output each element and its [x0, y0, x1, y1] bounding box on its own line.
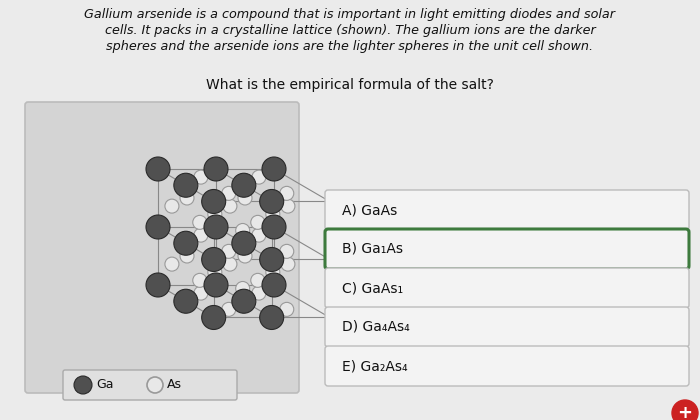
Circle shape — [202, 247, 225, 271]
Circle shape — [193, 215, 206, 229]
Circle shape — [194, 286, 208, 300]
Circle shape — [262, 157, 286, 181]
Text: Gallium arsenide is a compound that is important in light emitting diodes and so: Gallium arsenide is a compound that is i… — [85, 8, 615, 21]
Circle shape — [74, 376, 92, 394]
Circle shape — [266, 265, 280, 279]
Circle shape — [280, 244, 294, 258]
FancyBboxPatch shape — [325, 190, 689, 230]
Circle shape — [251, 215, 265, 229]
Text: What is the empirical formula of the salt?: What is the empirical formula of the sal… — [206, 78, 494, 92]
Text: Ga: Ga — [96, 378, 113, 391]
Text: As: As — [167, 378, 182, 391]
Circle shape — [252, 228, 266, 242]
Circle shape — [204, 273, 228, 297]
Circle shape — [281, 199, 295, 213]
Circle shape — [232, 231, 256, 255]
FancyBboxPatch shape — [325, 268, 689, 308]
Circle shape — [146, 157, 170, 181]
Circle shape — [280, 302, 294, 316]
Text: E) Ga₂As₄: E) Ga₂As₄ — [342, 359, 407, 373]
Circle shape — [202, 189, 225, 213]
Circle shape — [174, 289, 198, 313]
Circle shape — [262, 215, 286, 239]
Circle shape — [672, 400, 698, 420]
Circle shape — [281, 257, 295, 271]
Circle shape — [222, 302, 236, 316]
Circle shape — [236, 281, 250, 296]
Text: B) Ga₁As: B) Ga₁As — [342, 242, 403, 256]
Circle shape — [238, 249, 252, 263]
Text: C) GaAs₁: C) GaAs₁ — [342, 281, 403, 295]
Circle shape — [252, 170, 266, 184]
Circle shape — [260, 189, 284, 213]
FancyBboxPatch shape — [325, 229, 689, 269]
Circle shape — [222, 244, 236, 258]
Circle shape — [238, 191, 252, 205]
Circle shape — [232, 289, 256, 313]
Circle shape — [202, 305, 225, 329]
Circle shape — [222, 186, 236, 200]
Circle shape — [223, 257, 237, 271]
FancyBboxPatch shape — [325, 307, 689, 347]
Text: spheres and the arsenide ions are the lighter spheres in the unit cell shown.: spheres and the arsenide ions are the li… — [106, 40, 594, 53]
Circle shape — [280, 186, 294, 200]
Circle shape — [204, 215, 228, 239]
Circle shape — [260, 305, 284, 329]
FancyBboxPatch shape — [325, 346, 689, 386]
Circle shape — [180, 191, 194, 205]
Circle shape — [262, 273, 286, 297]
Text: +: + — [678, 404, 692, 420]
Circle shape — [147, 377, 163, 393]
Text: cells. It packs in a crystalline lattice (shown). The gallium ions are the darke: cells. It packs in a crystalline lattice… — [104, 24, 596, 37]
Circle shape — [146, 273, 170, 297]
Circle shape — [236, 223, 250, 237]
Circle shape — [194, 170, 208, 184]
Circle shape — [232, 173, 256, 197]
FancyBboxPatch shape — [25, 102, 299, 393]
Circle shape — [193, 273, 206, 287]
Circle shape — [266, 207, 280, 221]
FancyBboxPatch shape — [63, 370, 237, 400]
Circle shape — [208, 207, 222, 221]
Circle shape — [165, 257, 179, 271]
Circle shape — [165, 199, 179, 213]
Circle shape — [208, 265, 222, 279]
Circle shape — [260, 247, 284, 271]
Circle shape — [223, 199, 237, 213]
Circle shape — [194, 228, 208, 242]
Circle shape — [174, 231, 198, 255]
Circle shape — [204, 157, 228, 181]
Text: A) GaAs: A) GaAs — [342, 203, 398, 217]
Circle shape — [146, 215, 170, 239]
Circle shape — [252, 286, 266, 300]
Circle shape — [174, 173, 198, 197]
Circle shape — [251, 273, 265, 287]
Circle shape — [180, 249, 194, 263]
Text: D) Ga₄As₄: D) Ga₄As₄ — [342, 320, 410, 334]
